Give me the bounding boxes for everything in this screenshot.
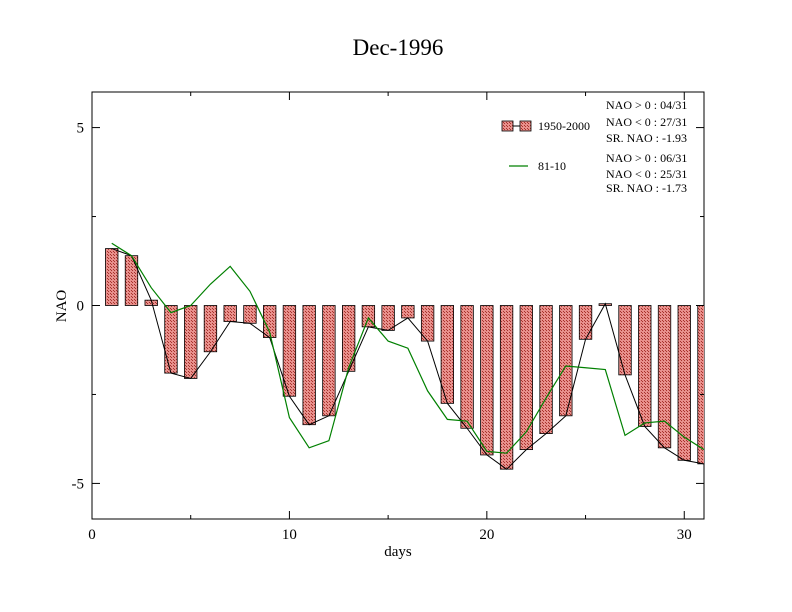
bar-day-22 bbox=[519, 305, 533, 451]
bar-day-5 bbox=[184, 305, 198, 379]
legend: 1950-2000 NAO > 0 : 04/31 NAO < 0 : 27/3… bbox=[501, 98, 687, 195]
legend-stat-1950-2000-neg: NAO < 0 : 27/31 bbox=[606, 115, 687, 129]
bar-day-29 bbox=[657, 305, 672, 449]
bar-day-28 bbox=[638, 305, 652, 427]
bar-day-7 bbox=[223, 305, 237, 322]
plot-area bbox=[105, 242, 704, 470]
chart-title: Dec-1996 bbox=[353, 35, 444, 60]
bar-day-23 bbox=[539, 305, 553, 435]
x-axis-label: days bbox=[384, 544, 412, 560]
y-tick-label: 0 bbox=[77, 299, 85, 315]
x-tick-label: 20 bbox=[479, 527, 494, 543]
bar-day-15 bbox=[381, 305, 395, 331]
legend-stat-1950-2000-sr: SR. NAO : -1.93 bbox=[606, 131, 687, 145]
bar-day-21 bbox=[499, 305, 514, 470]
bar-day-12 bbox=[322, 305, 336, 417]
legend-label-1950-2000: 1950-2000 bbox=[538, 119, 590, 133]
legend-label-81-10: 81-10 bbox=[538, 159, 566, 173]
legend-stat-81-10-pos: NAO > 0 : 06/31 bbox=[606, 151, 687, 165]
legend-stat-1950-2000-pos: NAO > 0 : 04/31 bbox=[606, 98, 687, 112]
bar-day-27 bbox=[618, 305, 632, 376]
bar-day-25 bbox=[578, 305, 593, 340]
x-tick-label: 30 bbox=[677, 527, 692, 543]
x-tick-label: 0 bbox=[88, 527, 96, 543]
bar-day-16 bbox=[401, 305, 415, 319]
bar-day-20 bbox=[480, 305, 494, 456]
bar-day-8 bbox=[243, 305, 257, 324]
bar-series-1950-2000 bbox=[105, 248, 704, 470]
y-tick-label: 5 bbox=[77, 121, 85, 137]
line-series-81-10 bbox=[111, 242, 704, 454]
axis-ticks: 0 10 20 30 5 0 -5 bbox=[72, 92, 704, 543]
legend-stat-81-10-sr: SR. NAO : -1.73 bbox=[606, 181, 687, 195]
x-tick-label: 10 bbox=[282, 527, 297, 543]
legend-swatch-1950-2000 bbox=[519, 120, 532, 132]
bar-top-connector-line bbox=[111, 248, 704, 470]
bar-day-19 bbox=[460, 305, 474, 429]
legend-stat-81-10-neg: NAO < 0 : 25/31 bbox=[606, 167, 687, 181]
bar-day-4 bbox=[164, 305, 178, 374]
y-axis-label: NAO bbox=[54, 290, 70, 323]
bar-day-11 bbox=[302, 305, 316, 426]
bar-day-1 bbox=[105, 248, 119, 306]
legend-swatch-1950-2000 bbox=[501, 120, 514, 132]
y-tick-label: -5 bbox=[72, 476, 85, 492]
bar-day-31 bbox=[697, 305, 704, 465]
